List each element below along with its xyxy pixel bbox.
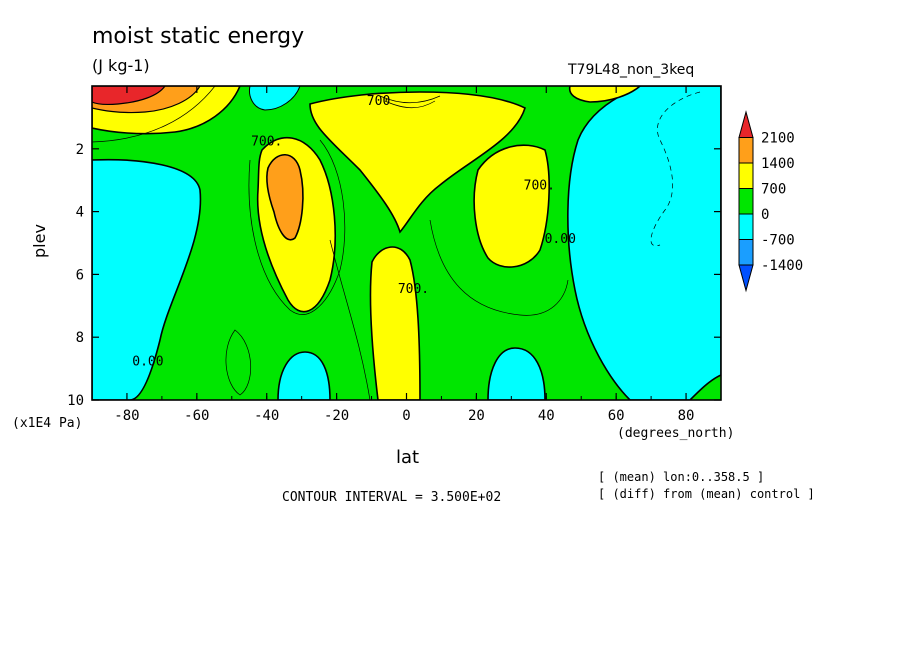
x-tick-label: -60 [184, 408, 209, 424]
colorbar-label: 2100 [761, 131, 795, 147]
colorbar-segment [738, 239, 754, 266]
colorbar-cap-top [738, 110, 754, 138]
x-tick-label: 40 [538, 408, 555, 424]
run-id-label: T79L48_non_3keq [568, 62, 695, 78]
y-tick-label: 8 [76, 330, 84, 346]
region-negative-north [567, 86, 721, 400]
colorbar-label: -1400 [761, 258, 803, 274]
region-moderate-top-right [568, 86, 642, 103]
region-strong-south [266, 153, 304, 241]
y-tick-label: 4 [76, 205, 84, 221]
x-tick-label: 80 [678, 408, 695, 424]
colorbar-segment [738, 162, 754, 189]
contour-line-3 [225, 329, 251, 396]
contour-line-1 [92, 86, 216, 143]
region-negative-south [92, 158, 202, 400]
x-tick-label: 20 [468, 408, 485, 424]
colorbar-label: 0 [761, 207, 769, 223]
x-axis-ticks: -80 -60 -40 -20 0 20 40 60 80 [91, 86, 722, 424]
colorbar: 2100 1400 700 0 -700 -1400 [738, 110, 803, 293]
note-mean-lon: [ (mean) lon:0..358.5 ] [598, 470, 765, 484]
contour-label: 0.00 [132, 354, 163, 369]
y-tick-label: 10 [67, 393, 84, 409]
x-tick-label: 60 [608, 408, 625, 424]
contour-fill-layer [92, 86, 721, 400]
y-axis-units: (x1E4 Pa) [12, 416, 83, 431]
x-tick-label: -20 [324, 408, 349, 424]
region-negative-bottom-2 [487, 347, 546, 400]
region-moderate-north [473, 144, 550, 268]
colorbar-segment [738, 137, 754, 164]
contour-label: 700 [367, 94, 390, 109]
contour-line-4 [329, 239, 371, 400]
region-max-top-left [92, 86, 166, 105]
note-diff-control: [ (diff) from (mean) control ] [598, 487, 815, 501]
x-axis-units: (degrees_north) [617, 426, 735, 441]
colorbar-label: 700 [761, 182, 786, 198]
region-negative-bottom-1 [277, 351, 331, 400]
contour-label: 700. [524, 179, 555, 194]
contour-line-7 [379, 95, 441, 109]
colorbar-label: 1400 [761, 156, 795, 172]
contour-label: 0.00 [545, 232, 576, 247]
colorbar-segment [738, 188, 754, 215]
contour-labels: 700 700. 700. 0.00 700. 0.00 [132, 94, 576, 370]
colorbar-label: -700 [761, 233, 795, 249]
x-tick-label: -40 [254, 408, 279, 424]
contour-line-2 [248, 139, 346, 315]
x-tick-label: 0 [402, 408, 410, 424]
contour-interval-label: CONTOUR INTERVAL = 3.500E+02 [282, 490, 502, 505]
colorbar-cap-bottom [738, 264, 754, 293]
y-tick-label: 6 [76, 267, 84, 283]
region-moderate-equator [369, 246, 421, 400]
y-axis-ticks: 2 4 6 8 10 [67, 142, 721, 409]
contour-label: 700. [251, 135, 282, 150]
region-negative-top [249, 86, 301, 111]
x-tick-label: -80 [114, 408, 139, 424]
x-axis-label: lat [396, 447, 420, 468]
region-moderate-upper-center [309, 91, 526, 234]
chart-title: moist static energy [92, 24, 305, 49]
contour-label: 700. [398, 282, 429, 297]
colorbar-segment [738, 213, 754, 240]
contour-line-5 [429, 219, 569, 316]
y-tick-label: 2 [76, 142, 84, 158]
chart-units: (J kg-1) [92, 56, 150, 75]
contour-line-6 [650, 91, 701, 247]
